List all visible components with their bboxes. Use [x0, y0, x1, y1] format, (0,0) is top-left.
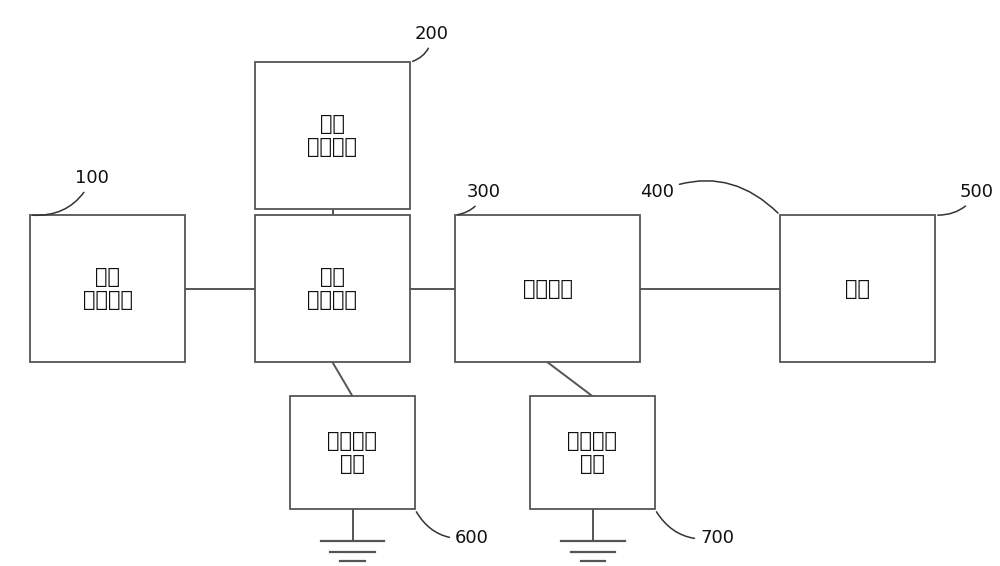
Bar: [255, 62, 410, 209]
Bar: [255, 215, 410, 362]
Bar: [455, 215, 640, 362]
Text: 第二接地
元件: 第二接地 元件: [568, 431, 618, 474]
Text: 100: 100: [33, 169, 109, 215]
Text: 300: 300: [458, 183, 501, 215]
Bar: [530, 396, 655, 509]
Text: 市电
供电装置: 市电 供电装置: [308, 114, 358, 157]
Text: 200: 200: [413, 25, 449, 61]
Text: 供电
转换装置: 供电 转换装置: [308, 267, 358, 310]
Text: 400: 400: [640, 181, 778, 213]
Bar: [290, 396, 415, 509]
Text: 700: 700: [656, 512, 734, 547]
Text: 600: 600: [416, 512, 489, 547]
Text: 控制模块: 控制模块: [522, 278, 572, 299]
Text: 500: 500: [938, 183, 994, 215]
Text: 第一接地
元件: 第一接地 元件: [328, 431, 378, 474]
Text: 光伏
供电装置: 光伏 供电装置: [82, 267, 132, 310]
Bar: [30, 215, 185, 362]
Bar: [780, 215, 935, 362]
Text: 风机: 风机: [845, 278, 870, 299]
